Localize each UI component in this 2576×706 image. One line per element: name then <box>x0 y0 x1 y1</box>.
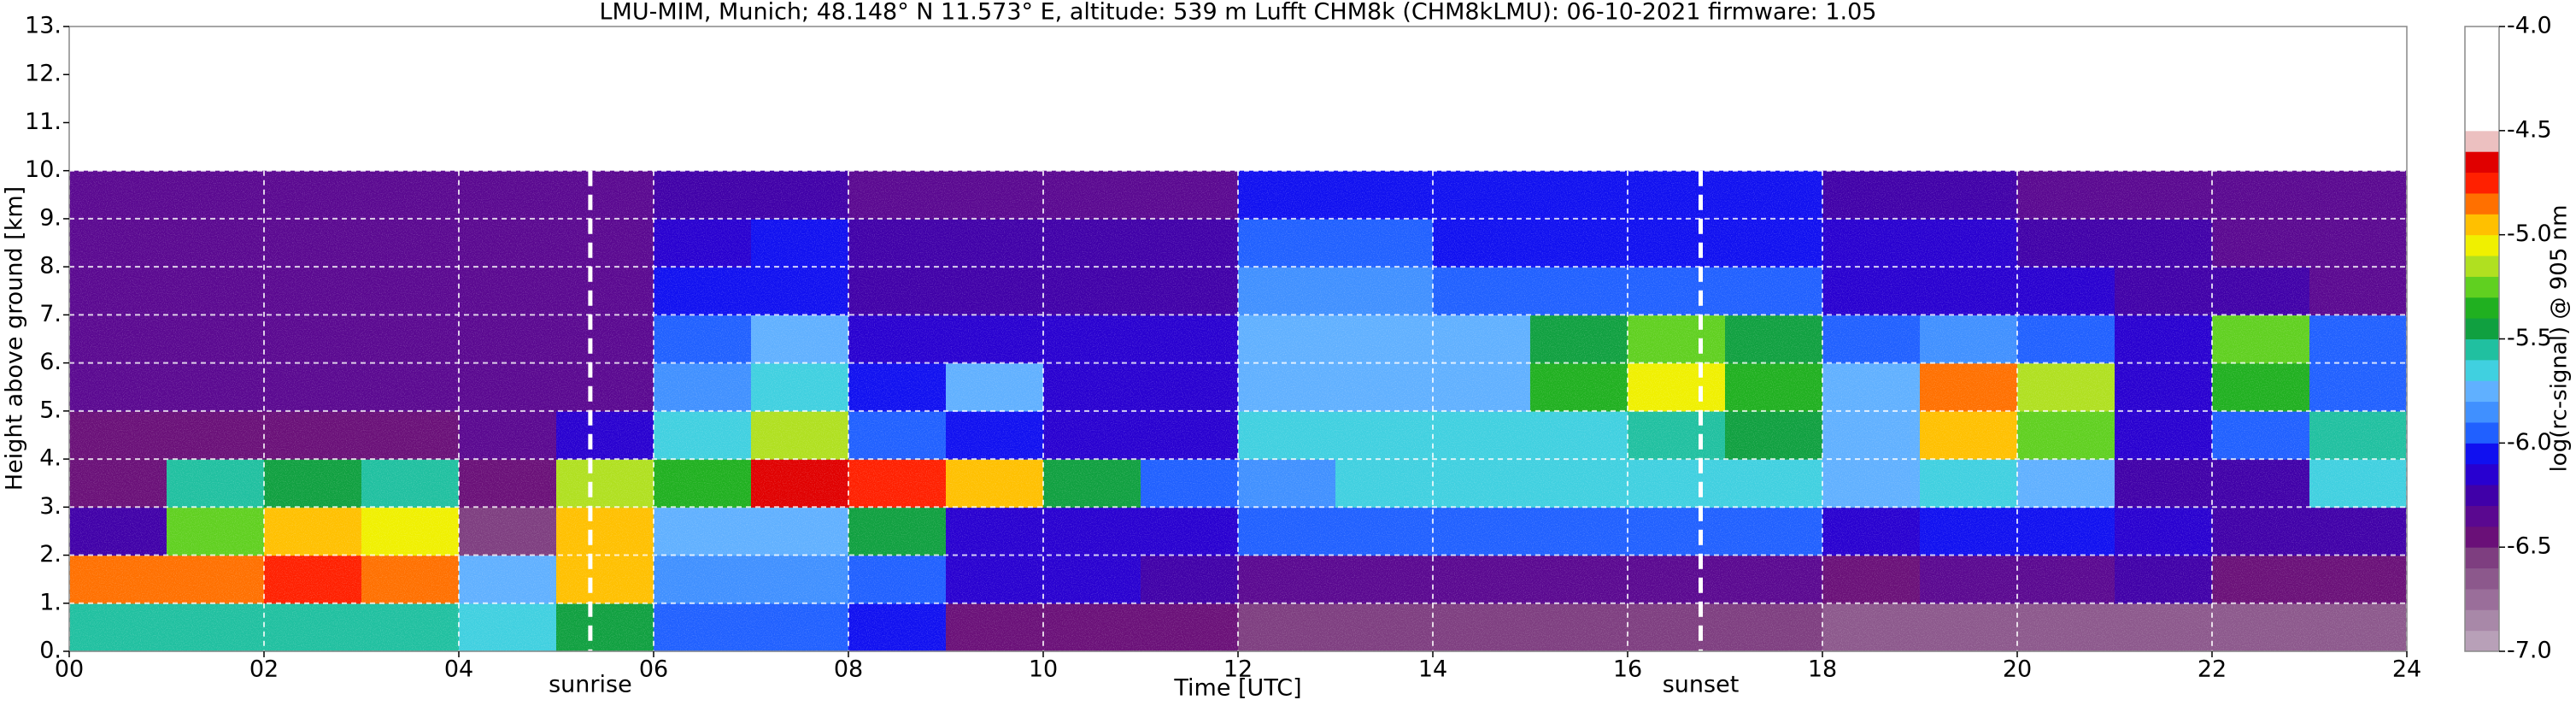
colorbar-segment <box>2465 380 2499 403</box>
colorbar-segment <box>2465 276 2499 298</box>
annotation-label: sunrise <box>549 672 632 698</box>
x-tick-label: 24 <box>2392 656 2421 683</box>
colorbar-segment <box>2465 421 2499 444</box>
y-tick-label: 8. <box>39 253 62 279</box>
colorbar-segment <box>2465 588 2499 610</box>
colorbar-label: log(rc-signal) @ 905 nm <box>2547 205 2573 473</box>
colorbar-tick-label: -7.0 <box>2507 638 2552 664</box>
colorbar-segment <box>2465 526 2499 548</box>
chart-title: LMU-MIM, Munich; 48.148° N 11.573° E, al… <box>600 0 1877 26</box>
y-tick-label: 3. <box>39 493 62 520</box>
colorbar-tick-label: -5.0 <box>2507 221 2552 247</box>
y-tick-label: 11. <box>25 109 62 135</box>
x-tick-label: 06 <box>639 656 668 683</box>
colorbar-segment <box>2465 172 2499 194</box>
colorbar-segment <box>2465 485 2499 506</box>
colorbar-tick-label: -4.5 <box>2507 116 2552 143</box>
colorbar-segment <box>2465 609 2499 632</box>
y-axis-label: Height above ground [km] <box>2 186 28 491</box>
colorbar-segment <box>2465 130 2499 152</box>
y-tick-label: 13. <box>25 13 62 39</box>
colorbar-segment <box>2465 318 2499 339</box>
x-tick-label: 02 <box>249 656 279 683</box>
y-tick-label: 7. <box>39 301 62 327</box>
colorbar-segment <box>2465 338 2499 361</box>
y-tick-label: 9. <box>39 204 62 231</box>
colorbar-tick-label: -6.0 <box>2507 429 2552 456</box>
y-tick-label: 1. <box>39 589 62 615</box>
colorbar-segment <box>2465 547 2499 569</box>
y-tick-label: 6. <box>39 349 62 375</box>
y-tick-label: 5. <box>39 397 62 423</box>
x-axis-label: Time [UTC] <box>1173 675 1301 702</box>
x-tick-label: 10 <box>1029 656 1058 683</box>
colorbar-segment <box>2465 630 2499 652</box>
colorbar-segment <box>2465 192 2499 215</box>
colorbar-tick-label: -6.5 <box>2507 533 2552 560</box>
colorbar-segment <box>2465 401 2499 423</box>
colorbar-segment <box>2465 443 2499 465</box>
x-tick-label: 08 <box>834 656 863 683</box>
x-tick-label: 12 <box>1223 656 1253 683</box>
y-tick-label: 2. <box>39 541 62 568</box>
colorbar-tick-label: -4.0 <box>2507 13 2552 39</box>
colorbar-segment <box>2465 234 2499 256</box>
annotation-label: sunset <box>1663 672 1740 698</box>
x-tick-label: 18 <box>1808 656 1837 683</box>
colorbar-segment <box>2465 463 2499 485</box>
colorbar-segment <box>2465 505 2499 527</box>
x-tick-label: 22 <box>2198 656 2227 683</box>
colorbar-segment <box>2465 26 2499 132</box>
y-tick-label: 10. <box>25 156 62 183</box>
x-tick-label: 00 <box>55 656 84 683</box>
colorbar-tick-label: -5.5 <box>2507 325 2552 351</box>
x-tick-label: 20 <box>2003 656 2032 683</box>
colorbar-segment <box>2465 256 2499 277</box>
colorbar-segment <box>2465 568 2499 590</box>
colorbar-segment <box>2465 297 2499 319</box>
x-tick-label: 04 <box>444 656 473 683</box>
x-tick-label: 16 <box>1613 656 1642 683</box>
y-tick-label: 0. <box>39 638 62 664</box>
colorbar-segment <box>2465 359 2499 381</box>
y-tick-label: 12. <box>25 61 62 87</box>
colorbar-segment <box>2465 214 2499 236</box>
y-tick-label: 4. <box>39 445 62 472</box>
x-tick-label: 14 <box>1418 656 1447 683</box>
colorbar-segment <box>2465 151 2499 174</box>
